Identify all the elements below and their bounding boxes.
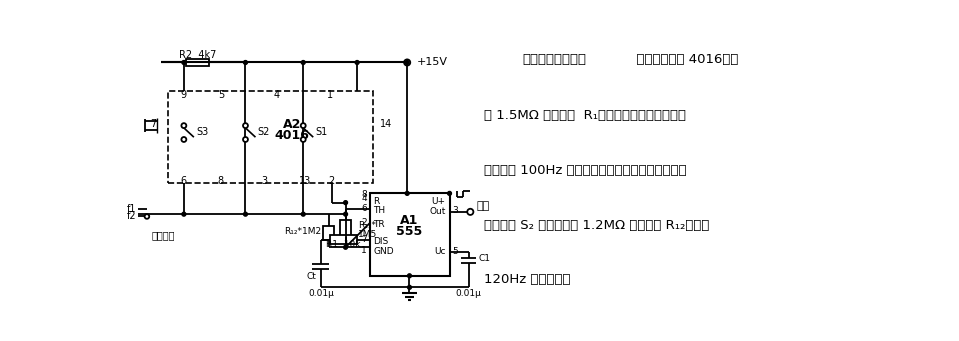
Text: 6: 6 <box>181 176 187 186</box>
Text: TR: TR <box>373 220 385 229</box>
Text: 13: 13 <box>299 176 312 186</box>
Text: 时，开关 S₂ 接通，选择 1.2MΩ 定时电阵 R₁₂，输出: 时，开关 S₂ 接通，选择 1.2MΩ 定时电阵 R₁₂，输出 <box>484 219 710 232</box>
Text: 4: 4 <box>273 90 279 100</box>
Circle shape <box>181 123 186 128</box>
Text: 5: 5 <box>218 90 224 100</box>
Text: 3: 3 <box>262 176 268 186</box>
Text: 利用模拟开关 4016，选: 利用模拟开关 4016，选 <box>628 53 738 66</box>
Circle shape <box>408 285 411 289</box>
Text: 8: 8 <box>218 176 223 186</box>
Text: S2: S2 <box>258 127 270 137</box>
Text: 7: 7 <box>362 235 367 244</box>
Text: 9: 9 <box>181 90 187 100</box>
Text: Ct: Ct <box>307 272 316 281</box>
Text: Out: Out <box>430 207 446 216</box>
Text: 0.01μ: 0.01μ <box>456 289 481 298</box>
Text: 时，输出 100Hz 的负脉冲；当控制输入线为低电平: 时，输出 100Hz 的负脉冲；当控制输入线为低电平 <box>484 164 687 177</box>
Text: Uc: Uc <box>434 248 446 256</box>
Bar <box>323 226 334 240</box>
Circle shape <box>448 191 452 195</box>
Text: DIS: DIS <box>373 237 388 246</box>
Text: 14: 14 <box>380 119 392 129</box>
Text: f2: f2 <box>127 211 136 222</box>
Circle shape <box>301 123 306 128</box>
Circle shape <box>244 61 247 64</box>
Circle shape <box>343 212 347 216</box>
Text: 0.01μ: 0.01μ <box>308 289 334 298</box>
Bar <box>330 235 357 244</box>
Text: 4016: 4016 <box>274 129 309 142</box>
Text: 7: 7 <box>151 119 157 129</box>
Text: U+: U+ <box>432 196 446 206</box>
Bar <box>370 193 450 276</box>
Circle shape <box>301 61 305 64</box>
Text: R₁₂*1M2: R₁₂*1M2 <box>284 227 321 236</box>
Text: 1: 1 <box>362 246 367 255</box>
Circle shape <box>408 274 411 278</box>
Text: 2: 2 <box>362 218 367 227</box>
Circle shape <box>301 137 306 142</box>
Circle shape <box>244 212 247 216</box>
Text: 用 1.5MΩ 定时电阵  R₁，当控制输入线为高电平: 用 1.5MΩ 定时电阵 R₁，当控制输入线为高电平 <box>484 109 687 122</box>
Circle shape <box>182 61 186 64</box>
Text: 控制输入: 控制输入 <box>152 230 175 240</box>
Bar <box>186 59 209 66</box>
Bar <box>169 91 372 183</box>
Circle shape <box>145 214 150 219</box>
Text: R1  10k: R1 10k <box>326 240 361 249</box>
Text: 120Hz 的负脉冲。: 120Hz 的负脉冲。 <box>484 273 571 286</box>
Text: 输出: 输出 <box>477 202 490 211</box>
Text: GND: GND <box>373 248 394 256</box>
Text: TH: TH <box>373 206 386 215</box>
Text: 1M5: 1M5 <box>358 230 377 239</box>
Text: 可编程多谐振荡器: 可编程多谐振荡器 <box>523 53 587 66</box>
Circle shape <box>467 209 474 215</box>
Text: S1: S1 <box>316 127 328 137</box>
Text: 8: 8 <box>362 190 367 199</box>
Text: R2  4k7: R2 4k7 <box>179 50 217 60</box>
Circle shape <box>406 191 409 195</box>
Text: S3: S3 <box>197 127 208 137</box>
Circle shape <box>343 201 347 205</box>
Bar <box>340 220 351 237</box>
Circle shape <box>181 137 186 142</box>
Circle shape <box>243 137 248 142</box>
Circle shape <box>355 61 359 64</box>
Text: f1: f1 <box>127 204 136 214</box>
Circle shape <box>182 212 186 216</box>
Text: 1: 1 <box>327 90 333 100</box>
Text: 5: 5 <box>452 248 457 256</box>
Text: A1: A1 <box>400 214 419 227</box>
Circle shape <box>404 59 410 65</box>
Text: C1: C1 <box>478 254 490 263</box>
Text: A2: A2 <box>283 118 301 131</box>
Circle shape <box>406 61 409 64</box>
Circle shape <box>343 246 347 249</box>
Text: R: R <box>373 196 380 206</box>
Text: +15V: +15V <box>416 58 448 68</box>
Circle shape <box>243 123 248 128</box>
Text: R₁₁*: R₁₁* <box>358 221 376 230</box>
Text: 3: 3 <box>452 206 457 215</box>
Text: 555: 555 <box>396 225 423 238</box>
Text: 2: 2 <box>329 176 335 186</box>
Text: 6: 6 <box>362 204 367 213</box>
Text: 4: 4 <box>362 194 367 203</box>
Circle shape <box>301 212 305 216</box>
